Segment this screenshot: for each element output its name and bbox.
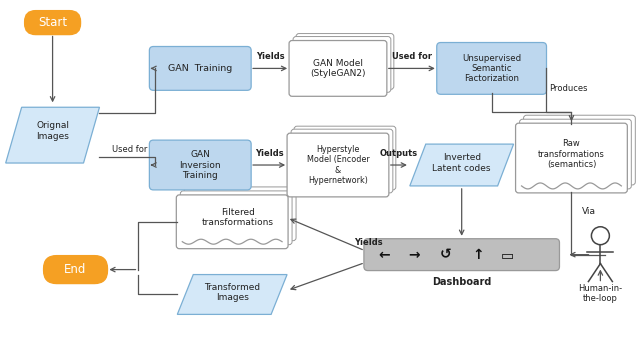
FancyBboxPatch shape bbox=[364, 239, 559, 271]
Text: ↑: ↑ bbox=[472, 248, 483, 262]
Text: Inverted
Latent codes: Inverted Latent codes bbox=[433, 153, 491, 173]
Text: Unsupervised
Semantic
Factorization: Unsupervised Semantic Factorization bbox=[462, 53, 521, 83]
FancyBboxPatch shape bbox=[44, 256, 108, 284]
Text: End: End bbox=[65, 263, 86, 276]
Text: Used for: Used for bbox=[392, 52, 432, 62]
Text: Via: Via bbox=[581, 207, 595, 216]
FancyBboxPatch shape bbox=[520, 119, 631, 189]
Text: ▭: ▭ bbox=[501, 248, 514, 262]
Text: →: → bbox=[408, 248, 420, 262]
Text: Yields: Yields bbox=[255, 149, 284, 158]
Polygon shape bbox=[6, 107, 99, 163]
Text: Start: Start bbox=[38, 16, 67, 29]
FancyBboxPatch shape bbox=[296, 33, 394, 89]
FancyBboxPatch shape bbox=[180, 191, 292, 245]
FancyBboxPatch shape bbox=[291, 129, 393, 193]
FancyBboxPatch shape bbox=[293, 37, 391, 92]
Text: Orignal
Images: Orignal Images bbox=[36, 121, 69, 141]
Text: ↺: ↺ bbox=[440, 248, 452, 262]
Text: Hyperstyle
Model (Encoder
&
Hypernetwork): Hyperstyle Model (Encoder & Hypernetwork… bbox=[307, 145, 369, 185]
FancyBboxPatch shape bbox=[294, 126, 396, 190]
FancyBboxPatch shape bbox=[184, 187, 296, 241]
FancyBboxPatch shape bbox=[176, 195, 288, 249]
Text: Outputs: Outputs bbox=[380, 149, 418, 158]
Text: Filtered
transformations: Filtered transformations bbox=[202, 208, 274, 227]
Text: Produces: Produces bbox=[550, 84, 588, 93]
Polygon shape bbox=[410, 144, 513, 186]
FancyBboxPatch shape bbox=[287, 133, 389, 197]
FancyBboxPatch shape bbox=[516, 123, 627, 193]
FancyBboxPatch shape bbox=[436, 43, 547, 94]
Text: Human-in-
the-loop: Human-in- the-loop bbox=[579, 284, 623, 303]
Text: Transformed
Images: Transformed Images bbox=[204, 283, 260, 302]
Text: ←: ← bbox=[378, 248, 390, 262]
Text: Used for: Used for bbox=[113, 145, 148, 153]
Polygon shape bbox=[177, 274, 287, 314]
Text: GAN  Training: GAN Training bbox=[168, 64, 232, 73]
FancyBboxPatch shape bbox=[149, 47, 251, 90]
FancyBboxPatch shape bbox=[289, 41, 387, 96]
Text: Yields: Yields bbox=[256, 52, 284, 62]
Text: GAN Model
(StyleGAN2): GAN Model (StyleGAN2) bbox=[310, 59, 365, 78]
FancyBboxPatch shape bbox=[149, 140, 251, 190]
Text: Yields: Yields bbox=[353, 238, 382, 247]
Text: Dashboard: Dashboard bbox=[432, 276, 492, 287]
Text: Raw
transformations
(semantics): Raw transformations (semantics) bbox=[538, 139, 605, 169]
FancyBboxPatch shape bbox=[25, 11, 81, 34]
Text: GAN
Inversion
Training: GAN Inversion Training bbox=[179, 150, 221, 180]
FancyBboxPatch shape bbox=[524, 115, 636, 185]
